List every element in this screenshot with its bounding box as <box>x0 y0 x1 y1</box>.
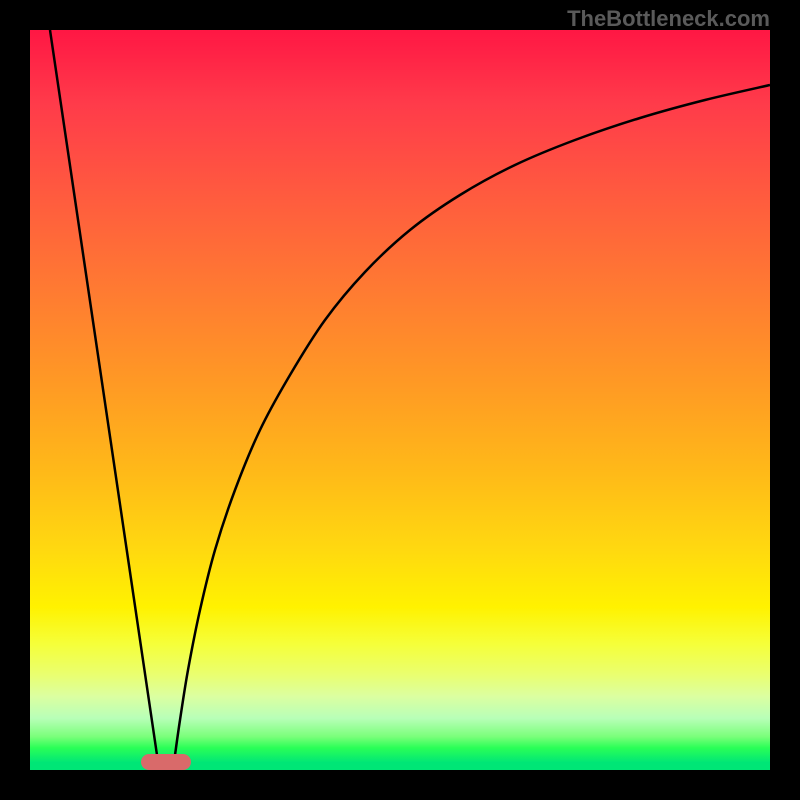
chart-container: TheBottleneck.com <box>0 0 800 800</box>
curve-layer <box>0 0 800 800</box>
bottleneck-right-curve <box>175 85 770 755</box>
bottleneck-left-line <box>50 30 157 755</box>
bottleneck-marker <box>141 754 191 770</box>
